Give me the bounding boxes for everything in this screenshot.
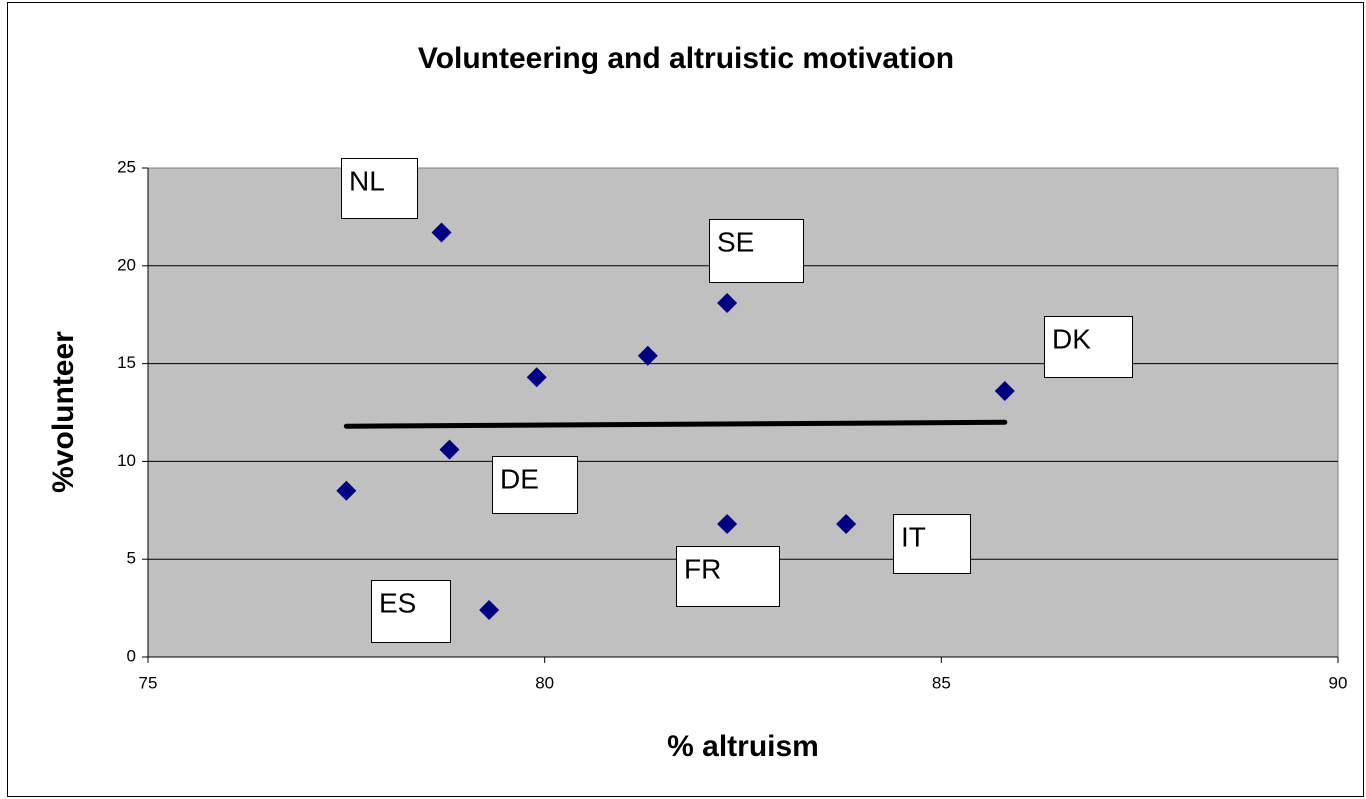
- point: [336, 480, 357, 501]
- x-axis-label: % altruism: [667, 730, 819, 763]
- trendline: [343, 419, 1008, 429]
- annotation-box: [341, 158, 418, 219]
- annotation-box: [1044, 316, 1133, 378]
- y-tick-label: 0: [127, 646, 136, 665]
- y-tick-label: 5: [127, 549, 136, 568]
- x-tick-label: 80: [535, 673, 554, 692]
- annotation: DK: [1052, 323, 1091, 354]
- annotation-box: [676, 546, 780, 607]
- point: [994, 380, 1015, 401]
- annotation-box: [492, 456, 578, 514]
- annotation: IT: [901, 521, 926, 552]
- point: [439, 439, 460, 460]
- annotation: ES: [379, 587, 416, 618]
- y-tick-label: 25: [117, 157, 136, 176]
- y-axis-label: %volunteer: [47, 331, 80, 493]
- point: [637, 345, 658, 366]
- point: [717, 513, 738, 534]
- point: [479, 600, 500, 621]
- point: [526, 367, 547, 388]
- annotation-box: [893, 514, 971, 574]
- annotation: NL: [349, 165, 385, 196]
- y-tick-label: 20: [117, 255, 136, 274]
- point: [431, 222, 452, 243]
- point: [717, 292, 738, 313]
- point: [836, 513, 857, 534]
- y-tick-label: 10: [117, 451, 136, 470]
- x-tick-label: 85: [932, 673, 951, 692]
- annotation: DE: [500, 463, 539, 494]
- chart-title: Volunteering and altruistic motivation: [418, 42, 954, 75]
- annotation-box: [709, 219, 804, 283]
- x-tick-label: 90: [1329, 673, 1348, 692]
- annotation: FR: [684, 553, 721, 584]
- annotation: SE: [717, 226, 754, 257]
- annotation-box: [371, 580, 451, 643]
- y-tick-label: 15: [117, 353, 136, 372]
- x-tick-label: 75: [139, 673, 158, 692]
